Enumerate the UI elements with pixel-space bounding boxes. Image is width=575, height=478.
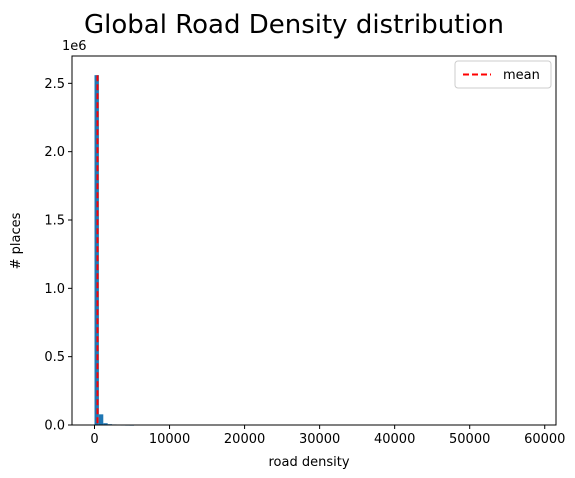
x-tick-label: 30000 <box>299 432 340 447</box>
y-tick-label: 1.0 <box>44 282 65 297</box>
y-tick-label: 1.5 <box>44 214 65 229</box>
y-tick-label: 2.5 <box>44 77 65 92</box>
histogram-bar <box>98 414 104 425</box>
chart-title: Global Road Density distribution <box>84 10 504 40</box>
y-tick-label: 2.0 <box>44 145 65 160</box>
legend-mean-label: mean <box>503 68 540 83</box>
x-tick-label: 10000 <box>149 432 190 447</box>
x-tick-label: 50000 <box>449 432 490 447</box>
histogram-bar <box>103 423 108 425</box>
y-tick-label: 0.5 <box>44 350 65 365</box>
axes-frame <box>71 55 557 426</box>
plot-area: 0 10000 20000 30000 40000 50000 60000 0.0 0.5 1.0… <box>44 55 565 447</box>
x-tick-label: 20000 <box>224 432 265 447</box>
x-tick-label: 0 <box>90 432 98 447</box>
x-axis-label: road density <box>268 455 349 470</box>
x-tick-label: 40000 <box>374 432 415 447</box>
legend: mean <box>454 60 552 89</box>
x-tick-label: 60000 <box>524 432 565 447</box>
legend-frame <box>454 60 552 89</box>
y-axis-label: # places <box>9 212 24 269</box>
y-axis-offset-label: 1e6 <box>62 39 87 54</box>
y-tick-label: 0.0 <box>44 419 65 434</box>
